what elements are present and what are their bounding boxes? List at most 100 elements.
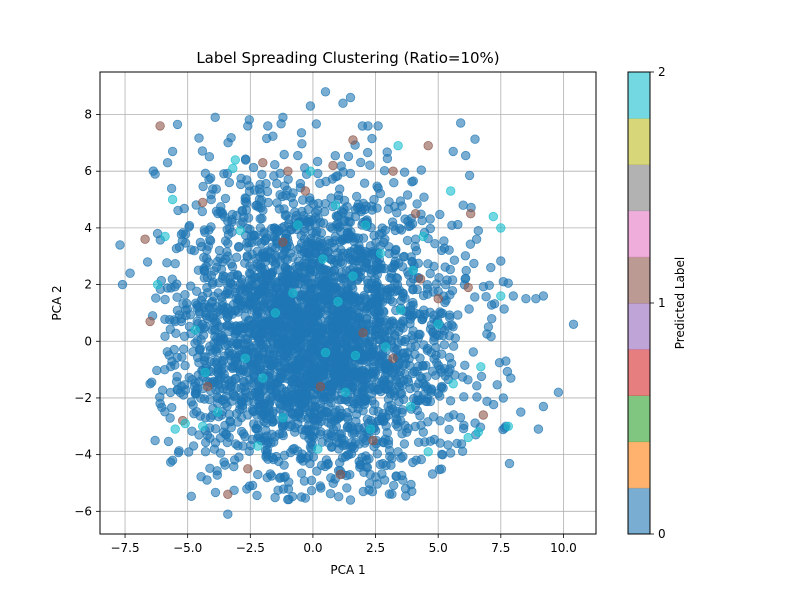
y-tick-label: 0 (84, 334, 92, 348)
point-label-0 (155, 398, 165, 409)
point-label-0 (242, 251, 253, 261)
point-label-0 (150, 169, 160, 179)
point-label-2 (190, 325, 200, 335)
point-label-2 (463, 432, 473, 443)
point-label-0 (397, 336, 407, 346)
point-label-0 (392, 208, 402, 218)
point-label-0 (360, 394, 370, 405)
point-label-0 (457, 372, 468, 382)
point-label-0 (445, 310, 455, 320)
point-label-0 (267, 370, 278, 381)
point-label-1 (388, 166, 398, 176)
point-label-0 (504, 458, 515, 469)
point-label-0 (125, 268, 135, 278)
point-label-0 (189, 245, 200, 256)
point-label-0 (538, 401, 549, 412)
point-label-0 (184, 220, 195, 231)
point-label-0 (380, 363, 391, 374)
point-label-1 (300, 186, 311, 196)
point-label-0 (342, 340, 352, 350)
point-label-0 (457, 446, 468, 457)
point-label-0 (214, 245, 225, 256)
point-label-2 (278, 413, 288, 423)
point-label-2 (320, 347, 331, 358)
point-label-0 (170, 282, 180, 292)
point-label-2 (375, 248, 386, 259)
point-label-2 (350, 350, 361, 361)
point-label-0 (248, 162, 259, 173)
point-label-0 (386, 317, 397, 327)
point-label-0 (306, 272, 316, 283)
point-label-0 (468, 347, 479, 357)
point-label-0 (373, 258, 383, 268)
y-tick-label: −6 (74, 504, 92, 518)
point-label-0 (402, 190, 413, 200)
point-label-0 (325, 393, 335, 404)
point-label-0 (204, 311, 215, 322)
point-label-0 (445, 396, 456, 406)
point-label-0 (315, 178, 325, 189)
point-label-0 (413, 437, 424, 448)
point-label-0 (309, 297, 320, 307)
point-label-0 (231, 383, 241, 393)
colorbar-swatch (628, 118, 650, 165)
point-label-0 (166, 402, 177, 413)
point-label-0 (170, 259, 180, 269)
point-label-0 (335, 458, 345, 468)
point-label-0 (464, 170, 475, 181)
point-label-0 (440, 262, 450, 272)
point-label-0 (172, 352, 182, 363)
point-label-2 (408, 265, 418, 276)
point-label-0 (267, 471, 277, 481)
point-label-0 (345, 470, 355, 480)
point-label-0 (180, 360, 190, 371)
point-label-0 (294, 391, 305, 402)
point-label-0 (459, 392, 469, 402)
point-label-0 (329, 331, 339, 341)
point-label-0 (262, 448, 272, 458)
point-label-0 (317, 437, 327, 447)
y-tick-label: 8 (84, 108, 92, 122)
point-label-0 (241, 205, 252, 215)
point-label-0 (196, 241, 207, 252)
point-label-0 (197, 291, 208, 302)
point-label-0 (237, 303, 247, 313)
point-label-0 (321, 276, 332, 287)
point-label-0 (508, 291, 519, 301)
point-label-0 (258, 205, 268, 216)
point-label-0 (444, 424, 454, 435)
point-label-1 (258, 157, 268, 168)
point-label-0 (209, 291, 219, 302)
point-label-2 (235, 225, 246, 236)
point-label-0 (263, 353, 274, 363)
point-label-0 (446, 358, 457, 369)
point-label-0 (275, 297, 286, 307)
point-label-0 (229, 461, 239, 472)
point-label-0 (302, 392, 312, 403)
y-tick-label: 2 (84, 278, 92, 292)
point-label-0 (385, 405, 395, 416)
x-tick-label: 0.0 (303, 541, 322, 555)
point-label-0 (263, 121, 273, 131)
point-label-0 (416, 165, 427, 175)
point-label-1 (348, 135, 358, 145)
point-label-0 (323, 429, 333, 439)
x-tick-label: 7.5 (491, 541, 510, 555)
point-label-2 (180, 418, 190, 429)
point-label-0 (337, 206, 347, 217)
point-label-0 (342, 332, 353, 343)
point-label-0 (345, 92, 356, 103)
point-label-0 (383, 204, 394, 214)
point-label-2 (496, 291, 506, 301)
point-label-1 (335, 469, 346, 480)
point-label-0 (243, 338, 253, 348)
point-label-0 (422, 284, 433, 294)
point-label-0 (310, 279, 321, 290)
point-label-2 (293, 220, 303, 230)
chart-title: Label Spreading Clustering (Ratio=10%) (196, 49, 499, 67)
point-label-0 (252, 309, 262, 320)
point-label-0 (276, 327, 286, 337)
point-label-0 (286, 320, 297, 331)
point-label-0 (201, 253, 212, 264)
point-label-0 (315, 242, 326, 252)
